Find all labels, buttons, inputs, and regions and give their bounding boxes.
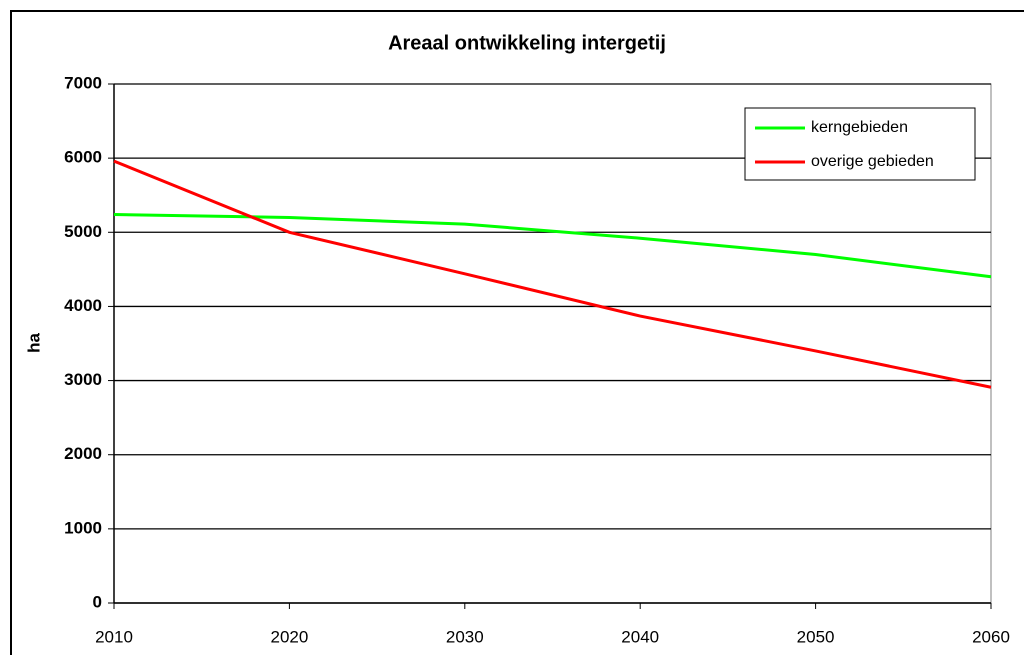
series-line xyxy=(113,159,992,389)
x-tick-label: 2010 xyxy=(95,627,133,646)
y-tick-label: 1000 xyxy=(64,518,102,537)
y-tick-label: 6000 xyxy=(64,148,102,167)
x-tick-label: 2020 xyxy=(270,627,308,646)
legend-box xyxy=(744,107,976,181)
y-tick-label: 3000 xyxy=(64,370,102,389)
x-tick-label: 2060 xyxy=(972,627,1010,646)
x-tick-label: 2050 xyxy=(797,627,835,646)
y-tick-label: 0 xyxy=(93,592,102,611)
chart-title: Areaal ontwikkeling intergetij xyxy=(388,32,666,54)
y-tick-label: 5000 xyxy=(64,222,102,241)
legend-label: overige gebieden xyxy=(811,153,934,170)
y-axis-label: ha xyxy=(24,333,43,353)
y-tick-label: 4000 xyxy=(64,296,102,315)
legend-label: kerngebieden xyxy=(811,119,908,136)
y-tick-label: 2000 xyxy=(64,444,102,463)
x-tick-label: 2030 xyxy=(446,627,484,646)
x-tick-label: 2040 xyxy=(621,627,659,646)
y-tick-label: 7000 xyxy=(64,73,102,92)
series-line xyxy=(113,212,992,279)
